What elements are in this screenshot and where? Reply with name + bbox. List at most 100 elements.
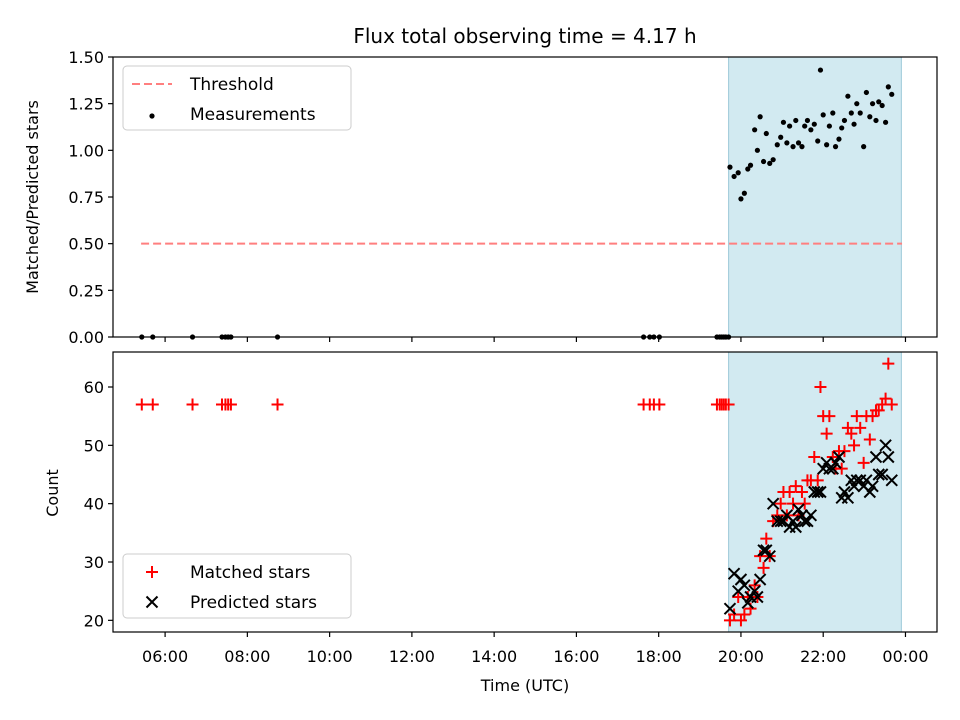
matched-star-point [783,486,796,498]
top-series-measurements [139,67,895,340]
measurement-point [845,93,851,99]
legend-label: Predicted stars [190,593,317,613]
predicted-star-point [811,485,824,499]
top-y-tick-label: 0.00 [68,328,104,347]
x-tick-label: 14:00 [471,647,517,666]
ratio-panel: 0.00 0.25 0.50 0.75 1.00 1.25 1.50 Threshold Mea… [68,48,938,347]
matched-star-point [135,398,148,411]
measurement-point [790,144,796,150]
top-y-tick-label: 0.75 [68,188,104,207]
matched-star-point [146,398,159,411]
legend-measurements-swatch [149,113,155,119]
measurement-point [879,102,885,109]
matched-star-point [885,398,898,411]
predicted-star-point [882,450,895,464]
chart-title: Flux total observing time = 4.17 h [353,24,696,48]
measurement-point [741,190,747,196]
bottom-y-tick-label: 40 [84,495,104,514]
bottom-legend-box [122,553,352,619]
predicted-star-point [879,439,892,452]
top-y-tick-label: 1.25 [68,95,104,114]
x-tick-label: 12:00 [389,647,435,666]
x-axis-label: Time (UTC) [480,676,569,695]
bottom-y-tick-label: 30 [84,553,104,572]
top-legend-box [122,65,352,131]
measurement-point [811,121,817,127]
predicted-star-point [792,503,805,516]
measurement-point [731,173,737,180]
measurement-point [774,142,780,148]
matched-star-point [808,451,821,463]
matched-star-point [271,398,284,411]
matched-star-point [738,608,751,621]
measurement-point [780,119,787,125]
x-tick-label: 22:00 [800,647,846,666]
predicted-star-point [866,479,879,493]
predicted-star-point [763,549,776,563]
measurement-point [848,110,854,116]
x-tick-label: 18:00 [636,647,682,666]
predicted-star-point [869,450,883,464]
x-tick-label: 20:00 [718,647,764,666]
measurement-point [820,112,826,118]
measurement-point [815,138,821,144]
x-tick-label: 16:00 [553,647,599,666]
predicted-star-point [814,485,827,499]
measurement-point [854,101,860,107]
matched-star-point [760,532,773,545]
bottom-axes-frame [112,351,938,633]
measurement-point [763,130,769,137]
legend-label: Measurements [190,105,316,125]
measurement-point [767,160,773,166]
predicted-star-point [832,450,846,464]
measurement-point [873,117,879,124]
measurement-point [830,110,836,116]
measurement-point [799,144,805,150]
measurement-point [836,136,842,142]
bottom-y-tick-label: 20 [84,611,104,630]
measurement-point [795,140,802,146]
matched-star-point [823,410,836,423]
top-shaded-interval [728,56,902,338]
top-y-tick-label: 1.00 [68,141,104,160]
bottom-y-tick-label: 50 [84,436,104,455]
predicted-star-point [751,590,764,604]
measurement-point [885,84,891,90]
x-tick-label: 06:00 [142,647,188,666]
x-tick-label: 10:00 [307,647,353,666]
measurement-point [784,140,790,146]
measurement-point [832,144,839,150]
measurement-point [804,117,811,124]
top-y-axis-label: Matched/Predicted stars [23,100,42,294]
top-y-tick-label: 0.50 [68,235,104,254]
predicted-star-point [723,602,737,615]
predicted-star-point [838,485,851,499]
measurement-point [817,67,824,73]
measurement-point [841,117,848,124]
matched-star-point [863,433,876,446]
predicted-star-point [766,497,780,510]
measurement-point [745,166,751,172]
measurement-point [760,158,767,165]
matched-star-point [882,357,895,370]
matched-star-point [728,608,741,621]
predicted-star-point [734,573,748,586]
measurement-point [882,119,889,125]
measurement-point [857,110,863,116]
legend-label: Matched stars [190,563,310,583]
legend-label: Threshold [189,75,274,95]
measurement-point [851,121,857,127]
matched-star-point [748,579,761,592]
measurement-point [793,117,799,124]
predicted-star-point [753,573,767,586]
measurement-point [869,101,876,107]
matched-star-point [789,480,802,493]
measurement-point [754,147,760,153]
measurement-point [861,144,867,150]
measurement-point [826,123,832,129]
measurement-point [802,123,808,129]
predicted-star-point [875,468,889,481]
bottom-y-tick-label: 60 [84,378,104,397]
measurement-point [889,91,895,97]
